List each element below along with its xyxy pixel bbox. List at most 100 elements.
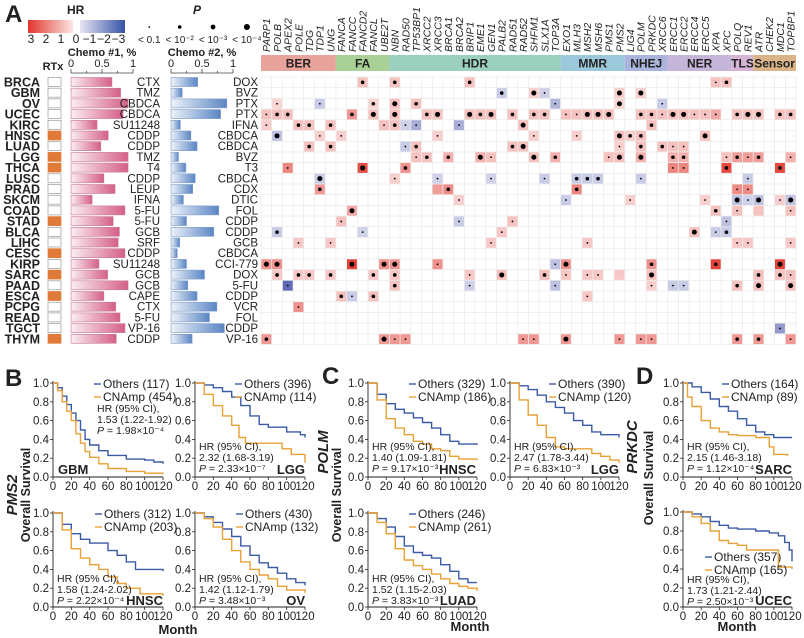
gene-label: FANCL xyxy=(368,18,380,52)
chemo2-drug: CBDCA xyxy=(218,141,259,153)
gene-label: POLB xyxy=(272,24,284,52)
significance-dot xyxy=(586,241,589,244)
significance-dot xyxy=(392,283,397,288)
p-symbol: P xyxy=(372,595,379,607)
gene-label: POLQ xyxy=(732,23,744,52)
heatmap-cell xyxy=(432,184,443,195)
significance-dot xyxy=(435,111,441,117)
gene-label: XPA xyxy=(711,32,723,53)
significance-dot xyxy=(734,197,740,203)
cancer-label: PRAD xyxy=(5,183,40,197)
x-tick-label: 20 xyxy=(695,481,708,493)
x-tick-label: 20 xyxy=(65,481,78,493)
significance-dot xyxy=(584,111,590,117)
significance-dot xyxy=(745,111,751,117)
significance-dot xyxy=(328,144,333,149)
heatmap-grid xyxy=(260,76,797,345)
chemo2-drug: BVZ xyxy=(236,152,258,164)
significance-dot xyxy=(351,295,353,298)
x-tick-label: 40 xyxy=(225,481,238,493)
significance-dot xyxy=(328,273,333,277)
cancer-label: TGCT xyxy=(6,322,40,336)
significance-dot xyxy=(275,112,279,117)
significance-dot xyxy=(616,133,622,139)
chemo2-drug: IFNA xyxy=(232,120,259,132)
chemo1-drug: GCB xyxy=(135,280,160,292)
survival-curve-others xyxy=(683,382,792,439)
significance-dot xyxy=(650,338,653,341)
y-tick-label: 1.0 xyxy=(348,378,364,390)
rtx-box-empty xyxy=(47,194,62,205)
significance-dot xyxy=(403,166,408,170)
chemo2-drug: DOX xyxy=(233,270,258,282)
x-tick-label: 80 xyxy=(120,481,133,493)
significance-dot xyxy=(565,199,567,201)
y-tick-label: 0.8 xyxy=(33,397,49,409)
chemo1-drug: LEUP xyxy=(130,184,160,196)
chemo2-drug: CCI-779 xyxy=(215,259,258,271)
gene-label: ATR xyxy=(753,31,765,53)
significance-dot xyxy=(339,294,344,299)
p-value-annotation: P = 2.33×10⁻⁷ xyxy=(199,463,266,475)
significance-dot xyxy=(393,338,396,341)
significance-dot xyxy=(788,197,794,203)
chemo1-bar xyxy=(70,301,116,312)
y-tick-label: 0.4 xyxy=(175,564,192,576)
chemo2-bar xyxy=(170,323,225,333)
x-tick-label: 60 xyxy=(416,481,429,493)
significance-dot xyxy=(725,156,728,159)
table-row: PAAD GCB 5-FU xyxy=(6,279,259,293)
gene-axis-title: PMS2 xyxy=(4,474,21,516)
gene-label: FANCC xyxy=(347,16,359,52)
chemo2-bar xyxy=(170,87,183,98)
p-value: = 2.22×10⁻⁴ xyxy=(64,595,124,607)
km-plot-b-hnsc: 0.0 0.2 0.4 0.6 0.8 1.0 0 20 40 60 80 100 120 Others … xyxy=(33,507,177,623)
gene-label: PMS2 xyxy=(614,23,626,52)
pathway-label: TLS xyxy=(731,57,754,71)
chemo1-bar xyxy=(70,194,93,205)
gene-label: XPC xyxy=(721,30,733,53)
chemo2-drug: FOL xyxy=(236,205,259,217)
panel-label-a: A xyxy=(5,1,22,28)
significance-dot xyxy=(531,90,537,96)
chemo2-bar xyxy=(170,333,193,344)
significance-dot xyxy=(468,284,471,287)
rtx-box-empty xyxy=(47,323,62,333)
chemo2-drug: VP-16 xyxy=(226,334,258,346)
significance-dot xyxy=(661,102,664,105)
y-tick-label: 0.4 xyxy=(348,434,365,446)
x-tick-label: 20 xyxy=(207,611,220,623)
y-tick-label: 0.4 xyxy=(348,564,365,576)
significance-dot xyxy=(286,284,289,287)
cancer-label: LUSC xyxy=(6,172,40,186)
gene-label: MLH3 xyxy=(571,24,583,52)
significance-dot xyxy=(639,144,643,149)
p-symbol: P xyxy=(687,596,694,608)
chemo2-drug: CDDP xyxy=(225,323,258,335)
overall-survival-axis-title: Overall Survival xyxy=(330,448,344,543)
chemo1-bar xyxy=(70,269,108,280)
x-tick-label: 80 xyxy=(749,481,762,493)
significance-dot xyxy=(778,273,782,277)
chemo1-drug: CDDP xyxy=(127,248,160,260)
significance-dot xyxy=(606,111,612,117)
gene-label: APEX2 xyxy=(283,18,295,53)
gene-label: TOP3A xyxy=(550,18,562,52)
significance-dot xyxy=(371,273,376,277)
overall-survival-axis-title: Overall Survival xyxy=(19,448,33,543)
chemo1-bar xyxy=(70,312,121,323)
significance-dot xyxy=(553,155,558,160)
hr-annotation: 2.47 (1.78-3.44) xyxy=(514,452,589,464)
significance-dot xyxy=(789,274,792,276)
cancer-label: HNSC xyxy=(5,129,40,143)
table-row: THCA T4 T3 xyxy=(5,161,258,175)
gene-label: REV1 xyxy=(743,25,755,52)
significance-dot xyxy=(478,112,483,117)
y-tick-label: 1.0 xyxy=(33,378,49,390)
significance-dot xyxy=(616,90,622,96)
significance-dot xyxy=(702,133,708,139)
significance-dot xyxy=(597,274,599,276)
hr-annotation: HR (95% CI), xyxy=(514,441,576,453)
y-tick-label: 0.4 xyxy=(33,434,50,446)
chemo2-drug: PTX xyxy=(236,98,259,110)
